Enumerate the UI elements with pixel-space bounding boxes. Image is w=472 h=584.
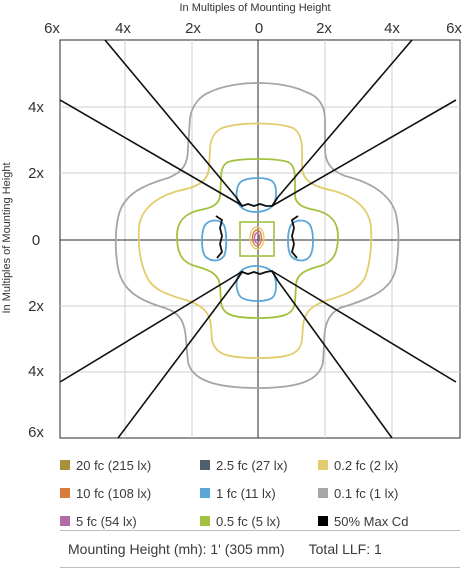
legend-label: 1 fc (11 lx) xyxy=(216,485,276,501)
total-llf-text: Total LLF: 1 xyxy=(308,541,382,557)
legend-label: 5 fc (54 lx) xyxy=(76,513,137,529)
left-tick-label: 0 xyxy=(32,232,40,249)
legend-row: 20 fc (215 lx) 2.5 fc (27 lx) 0.2 fc (2 … xyxy=(60,451,460,479)
legend-swatch xyxy=(318,460,328,470)
legend-swatch xyxy=(60,516,70,526)
legend-swatch xyxy=(318,488,328,498)
top-tick-labels: 6x 4x 2x 0 2x 4x 6x xyxy=(44,20,462,37)
legend-swatch xyxy=(200,516,210,526)
legend-swatch xyxy=(318,516,328,526)
left-tick-label: 2x xyxy=(28,165,44,182)
top-axis-title: In Multiples of Mounting Height xyxy=(179,2,330,14)
legend-label: 50% Max Cd xyxy=(334,513,409,529)
left-tick-label: 6x xyxy=(28,424,44,441)
legend-label: 2.5 fc (27 lx) xyxy=(216,457,288,473)
contour-0-5-fc xyxy=(176,158,339,319)
legend-item: 1 fc (11 lx) xyxy=(200,486,318,501)
contour-0-5-fc-inner xyxy=(239,221,275,257)
mounting-height-text: Mounting Height (mh): 1' (305 mm) xyxy=(68,541,285,557)
legend-label: 0.5 fc (5 lx) xyxy=(216,513,281,529)
left-tick-label: 4x xyxy=(28,99,44,116)
top-tick-label: 2x xyxy=(185,20,201,37)
side-axis-title: In Multiples of Mounting Height xyxy=(1,162,13,313)
contour-0-1-fc xyxy=(114,82,400,389)
legend-row: 10 fc (108 lx) 1 fc (11 lx) 0.1 fc (1 lx… xyxy=(60,479,460,507)
left-tick-label: 4x xyxy=(28,363,44,380)
legend-item: 10 fc (108 lx) xyxy=(60,486,200,501)
legend-swatch xyxy=(60,488,70,498)
legend-swatch xyxy=(60,460,70,470)
left-tick-labels: 4x 2x 0 2x 4x 6x xyxy=(28,99,44,441)
top-tick-label: 2x xyxy=(316,20,332,37)
top-tick-label: 6x xyxy=(44,20,60,37)
legend-item: 0.2 fc (2 lx) xyxy=(318,458,458,473)
legend-item: 50% Max Cd xyxy=(318,514,458,529)
max-cd-contour xyxy=(215,196,299,282)
legend-item: 2.5 fc (27 lx) xyxy=(200,458,318,473)
footer-info: Mounting Height (mh): 1' (305 mm) Total … xyxy=(60,530,460,568)
legend-swatch xyxy=(200,488,210,498)
legend-item: 0.1 fc (1 lx) xyxy=(318,486,458,501)
isofootcandle-plot: In Multiples of Mounting Height In Multi… xyxy=(1,2,462,441)
left-tick-label: 2x xyxy=(28,298,44,315)
top-tick-label: 4x xyxy=(384,20,400,37)
legend-row: 5 fc (54 lx) 0.5 fc (5 lx) 50% Max Cd xyxy=(60,507,460,535)
legend-item: 20 fc (215 lx) xyxy=(60,458,200,473)
legend-item: 0.5 fc (5 lx) xyxy=(200,514,318,529)
legend-swatch xyxy=(200,460,210,470)
legend-label: 0.2 fc (2 lx) xyxy=(334,457,399,473)
legend-item: 5 fc (54 lx) xyxy=(60,514,200,529)
top-tick-label: 4x xyxy=(115,20,131,37)
top-tick-label: 0 xyxy=(255,20,263,37)
contour-core xyxy=(249,226,265,250)
legend-label: 10 fc (108 lx) xyxy=(76,485,152,501)
legend: 20 fc (215 lx) 2.5 fc (27 lx) 0.2 fc (2 … xyxy=(60,451,460,535)
legend-label: 20 fc (215 lx) xyxy=(76,457,152,473)
max-cd-beam-lines xyxy=(60,40,457,438)
contour-0-2-fc xyxy=(137,122,373,359)
top-tick-label: 6x xyxy=(446,20,462,37)
legend-label: 0.1 fc (1 lx) xyxy=(334,485,399,501)
